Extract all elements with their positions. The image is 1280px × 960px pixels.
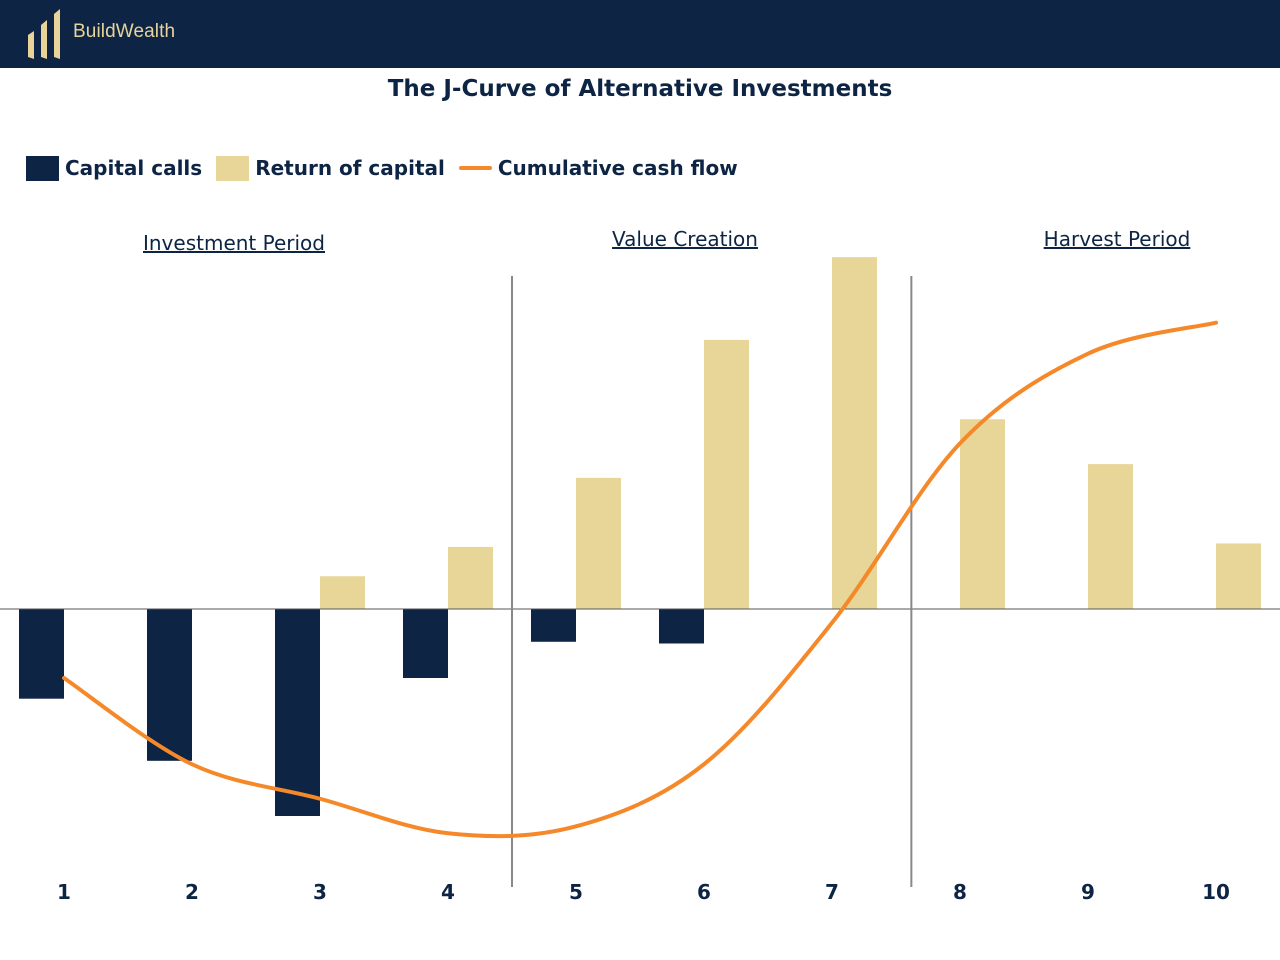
brand-name: BuildWealth [73, 21, 176, 42]
x-tick-label-2: 2 [185, 880, 199, 904]
x-tick-label-5: 5 [569, 880, 583, 904]
return-of-capital-bar-6 [704, 339, 749, 609]
x-tick-label-7: 7 [825, 880, 839, 904]
legend-item-return-of-capital: Return of capital [216, 155, 445, 181]
return-of-capital-bar-5 [576, 477, 621, 609]
bars-layer [19, 257, 1261, 816]
capital-calls-bar-4 [403, 609, 448, 678]
bars-logo-icon [28, 9, 60, 59]
capital-calls-bar-2 [147, 609, 192, 761]
legend-swatch-capital-calls [26, 155, 59, 181]
x-tick-label-3: 3 [313, 880, 327, 904]
phase-label-value-creation: Value Creation [612, 227, 758, 251]
x-tick-label-8: 8 [953, 880, 967, 904]
legend-swatch-cumulative-cash-flow [458, 166, 492, 170]
return-of-capital-bar-4 [448, 546, 493, 609]
cumulative-cash-flow-line [62, 320, 1218, 839]
header-bar: BuildWealth [0, 0, 1280, 68]
x-tick-label-1: 1 [57, 880, 71, 904]
x-tick-labels: 1 2 3 4 5 6 7 8 9 10 [57, 880, 1230, 904]
phase-label-investment: Investment Period [143, 231, 325, 255]
return-of-capital-bar-7 [832, 257, 877, 609]
return-of-capital-bar-8 [960, 419, 1005, 609]
legend-item-capital-calls: Capital calls [26, 155, 203, 181]
x-tick-label-6: 6 [697, 880, 711, 904]
chart-title: The J-Curve of Alternative Investments [387, 76, 893, 102]
legend-item-cumulative-cash-flow: Cumulative cash flow [458, 156, 738, 180]
capital-calls-bar-5 [531, 609, 576, 642]
return-of-capital-bar-9 [1088, 464, 1133, 609]
capital-calls-bar-3 [275, 609, 320, 816]
return-of-capital-bar-3 [320, 576, 365, 609]
x-tick-label-10: 10 [1202, 880, 1230, 904]
legend-label-capital-calls: Capital calls [65, 156, 203, 180]
legend-swatch-return-of-capital [216, 155, 250, 181]
legend: Capital calls Return of capital Cumulati… [26, 154, 752, 182]
return-of-capital-bar-10 [1216, 543, 1261, 609]
x-tick-label-4: 4 [441, 880, 455, 904]
capital-calls-bar-6 [659, 609, 704, 644]
capital-calls-bar-1 [19, 609, 64, 699]
x-tick-label-9: 9 [1081, 880, 1095, 904]
legend-label-return-of-capital: Return of capital [255, 156, 445, 180]
legend-label-cumulative-cash-flow: Cumulative cash flow [497, 156, 738, 180]
phase-label-harvest: Harvest Period [1044, 227, 1191, 251]
